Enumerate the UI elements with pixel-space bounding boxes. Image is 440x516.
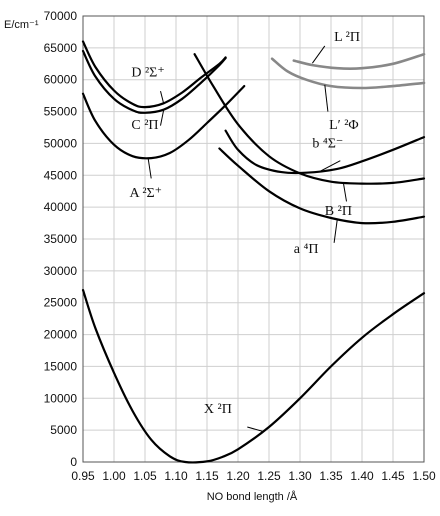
y-tick-label: 45000 xyxy=(44,168,78,182)
y-tick-label: 65000 xyxy=(44,41,78,55)
series-line xyxy=(81,85,246,160)
state-label: D ²Σ⁺ xyxy=(131,66,164,81)
y-tick-label: 30000 xyxy=(44,264,78,278)
x-tick-label: 1.45 xyxy=(381,469,405,483)
x-tick-label: 0.95 xyxy=(71,469,95,483)
y-tick-label: 10000 xyxy=(44,391,78,405)
y-tick-label: 15000 xyxy=(44,359,78,373)
series-line xyxy=(81,49,227,114)
x-tick-label: 1.35 xyxy=(319,469,343,483)
label-leader-line xyxy=(324,84,329,112)
series-line xyxy=(81,40,227,109)
label-leader-line xyxy=(160,110,165,126)
tick-labels: 0 5000 10000 15000 20000 25000 30000 35000 40000… xyxy=(44,9,436,483)
y-tick-label: 35000 xyxy=(44,232,78,246)
label-leader-line xyxy=(147,158,152,179)
state-label: B ²Π xyxy=(325,204,352,219)
y-axis-title: E/cm⁻¹ xyxy=(4,19,39,31)
y-tick-label: 20000 xyxy=(44,328,78,342)
grid xyxy=(82,15,425,463)
x-tick-label: 1.10 xyxy=(164,469,188,483)
state-label: a ⁴Π xyxy=(294,242,319,257)
series-line xyxy=(292,52,426,71)
state-label: X ²Π xyxy=(204,402,232,417)
plot-frame xyxy=(82,15,425,463)
series-line xyxy=(81,288,426,464)
series-line xyxy=(224,129,426,175)
label-leader-line xyxy=(333,219,338,243)
state-label: A ²Σ⁺ xyxy=(130,186,163,201)
label-leader-line xyxy=(311,45,326,64)
x-tick-label: 1.50 xyxy=(412,469,436,483)
y-tick-label: 70000 xyxy=(44,9,78,23)
x-tick-label: 1.30 xyxy=(288,469,312,483)
state-label: L′ ²Φ xyxy=(329,118,359,133)
x-tick-label: 1.20 xyxy=(226,469,250,483)
x-axis-title: NO bond length /Å xyxy=(207,490,298,503)
y-tick-label: 50000 xyxy=(44,136,78,150)
y-tick-label: 55000 xyxy=(44,105,78,119)
state-label: b ⁴Σ⁻ xyxy=(312,136,343,151)
x-tick-label: 1.25 xyxy=(257,469,281,483)
x-tick-label: 1.00 xyxy=(102,469,126,483)
y-tick-label: 40000 xyxy=(44,200,78,214)
x-tick-label: 1.05 xyxy=(133,469,157,483)
series-line xyxy=(270,57,426,90)
x-tick-label: 1.40 xyxy=(350,469,374,483)
label-leader-line xyxy=(160,91,165,104)
series-line xyxy=(193,53,426,185)
y-tick-label: 0 xyxy=(70,455,77,469)
series-line xyxy=(218,147,426,225)
state-label: L ²Π xyxy=(334,30,360,45)
series-lines xyxy=(81,40,426,464)
label-leader-line xyxy=(342,182,347,202)
y-tick-label: 60000 xyxy=(44,73,78,87)
y-tick-label: 25000 xyxy=(44,296,78,310)
label-leader-line xyxy=(247,426,263,432)
label-leader-line xyxy=(318,160,341,173)
y-tick-label: 5000 xyxy=(50,423,77,437)
x-tick-label: 1.15 xyxy=(195,469,219,483)
state-label: C ²Π xyxy=(131,118,158,133)
state-labels: D ²Σ⁺ C ²Π A ²Σ⁺ L ²Π L′ ²Φ b ⁴Σ⁻ B ²Π a ⁴Π X ²Π xyxy=(130,30,360,417)
